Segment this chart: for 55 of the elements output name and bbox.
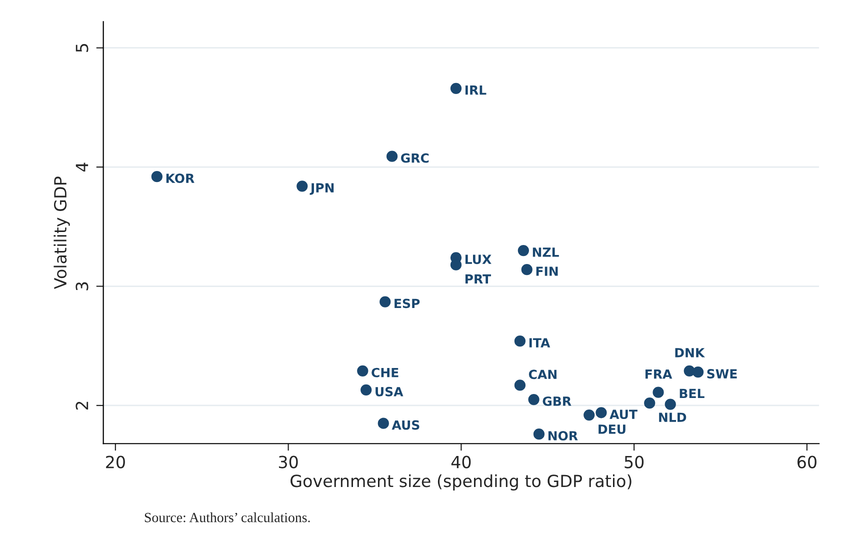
annotation: USA — [376, 386, 404, 396]
annotation: IRL — [465, 86, 486, 95]
y-tick-label: 4 — [76, 162, 88, 172]
annotation: PRT — [465, 274, 492, 284]
point — [514, 380, 526, 391]
annotation: ESP — [394, 298, 420, 308]
point — [584, 409, 595, 421]
point — [514, 336, 526, 347]
y-tick-label: 3 — [76, 282, 88, 290]
point — [521, 264, 532, 276]
annotation: ITA — [529, 338, 550, 348]
x-axis-title: Government size (spending to GDP ratio) — [290, 474, 632, 490]
point — [528, 394, 540, 406]
point — [357, 365, 368, 376]
y-tick-label: 2 — [76, 402, 88, 410]
x-tick-label: 20 — [106, 456, 125, 468]
point — [518, 244, 529, 256]
x-tick-label: 50 — [624, 456, 644, 468]
point — [692, 366, 704, 378]
annotation: GBR — [542, 396, 572, 406]
point — [644, 398, 656, 409]
point — [360, 384, 372, 396]
annotation: NOR — [548, 431, 578, 440]
annotation: FRA — [646, 370, 672, 379]
annotation: GRC — [400, 153, 429, 163]
annotation: JPN — [310, 183, 334, 195]
annotation: NZL — [532, 248, 559, 257]
source-note: Source: Authors’ calculations. — [144, 512, 310, 522]
point — [378, 418, 389, 429]
annotation: SWE — [707, 369, 737, 379]
x-tick-label: 60 — [798, 456, 816, 468]
y-tick-label: 5 — [76, 44, 88, 52]
annotation: DEU — [598, 424, 626, 434]
point — [533, 428, 545, 440]
annotation: BEL — [680, 388, 704, 398]
point — [450, 82, 462, 94]
annotation: CAN — [528, 370, 556, 380]
annotation: CHE — [372, 368, 398, 378]
annotation: FIN — [536, 266, 558, 276]
annotation: AUT — [610, 410, 638, 420]
point — [386, 150, 398, 162]
y-axis-title: Volatility GDP — [54, 176, 70, 290]
point — [296, 180, 308, 192]
point — [652, 386, 664, 398]
point — [151, 171, 162, 182]
point — [596, 407, 607, 418]
annotation: AUS — [392, 420, 420, 430]
annotation: DNK — [675, 348, 706, 358]
annotation: LUX — [465, 254, 492, 264]
annotation: NLD — [659, 412, 686, 422]
point — [664, 398, 676, 410]
x-tick-label: 40 — [451, 456, 471, 468]
annotation: KOR — [166, 174, 194, 184]
point — [380, 296, 391, 308]
x-tick-label: 30 — [278, 456, 298, 468]
